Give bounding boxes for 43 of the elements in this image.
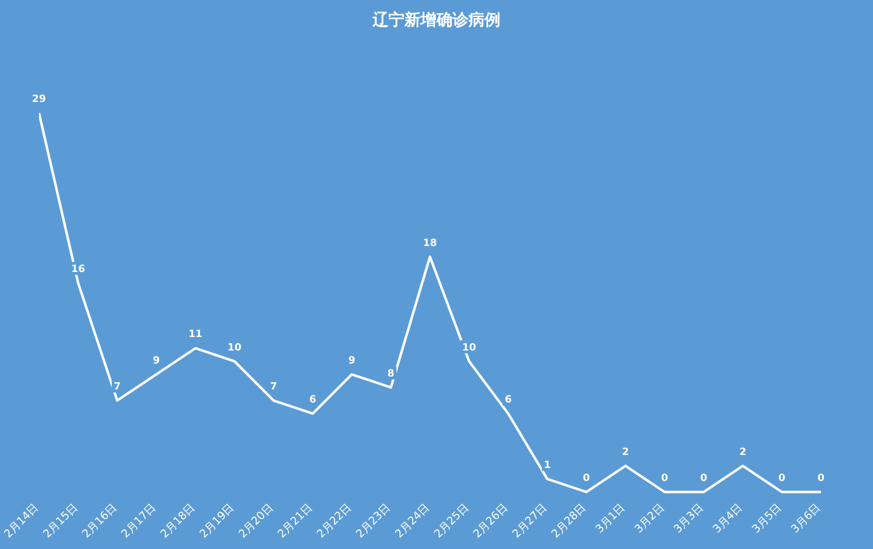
chart-title: 辽宁新增确诊病例 [372,10,502,31]
x-tick-label: 2月14日 [2,500,42,541]
x-tick-label: 2月21日 [275,500,315,541]
x-tick-label: 2月23日 [353,500,394,541]
data-label: 0 [661,473,668,484]
x-tick-label: 2月16日 [80,500,120,541]
data-label: 2 [622,446,630,458]
x-tick-label: 2月25日 [432,500,472,541]
data-label: 11 [188,329,202,340]
x-tick-label: 2月24日 [392,500,432,541]
x-tick-label: 3月6日 [788,500,824,536]
x-tick-label: 2月18日 [158,500,198,541]
x-tick-label: 3月3日 [671,500,706,536]
x-tick-label: 2月28日 [548,500,589,541]
data-label: 6 [309,394,316,406]
x-tick-label: 2月17日 [118,500,158,541]
data-label: 9 [348,355,356,366]
x-tick-label: 2月27日 [510,500,550,541]
data-label: 0 [582,473,590,484]
data-label: 6 [504,394,512,406]
x-tick-label: 3月5日 [749,500,784,536]
data-label: 16 [71,264,86,275]
x-tick-label: 2月26日 [470,500,510,541]
data-label: 7 [114,382,121,393]
x-tick-label: 2月19日 [197,500,237,541]
x-tick-label: 2月15日 [40,500,80,541]
data-label: 7 [270,382,278,393]
data-label: 0 [778,473,786,484]
data-label: 0 [818,473,825,484]
x-tick-label: 3月4日 [710,500,745,536]
data-label: 0 [700,473,708,484]
data-label: 18 [423,238,437,249]
data-label: 2 [739,446,746,458]
data-label: 9 [152,355,160,366]
x-tick-label: 3月1日 [592,500,628,536]
x-tick-label: 2月20日 [236,500,276,541]
x-tick-label: 2月22日 [314,500,354,541]
data-label: 29 [32,94,46,105]
data-label: 10 [462,342,476,354]
data-label: 10 [228,342,242,354]
x-tick-label: 3月2日 [632,500,667,536]
data-label: 8 [387,368,394,380]
data-label: 1 [544,460,551,471]
